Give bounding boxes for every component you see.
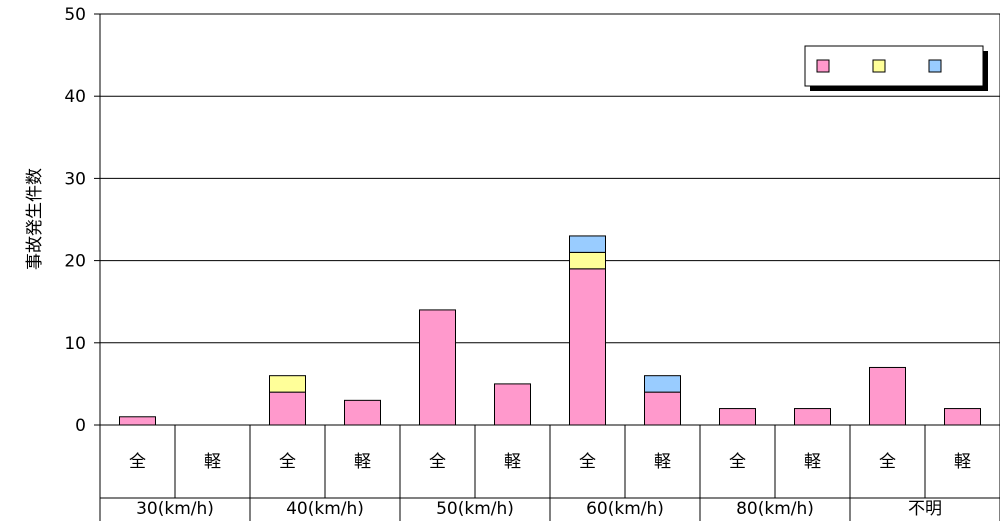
subcategory-label: 軽	[204, 452, 221, 472]
subcategory-label: 軽	[654, 452, 671, 472]
legend-swatch	[816, 59, 830, 73]
subcategory-label: 軽	[504, 452, 521, 472]
group-label: 80(km/h)	[736, 499, 814, 519]
bar-segment	[794, 408, 831, 426]
bar-segment	[569, 268, 606, 426]
bar-segment	[719, 408, 756, 426]
bar-segment	[869, 366, 906, 426]
bar-segment	[419, 309, 456, 426]
y-tick-label: 20	[64, 252, 86, 272]
bars	[119, 235, 981, 426]
group-label: 40(km/h)	[286, 499, 364, 519]
bar-segment	[644, 391, 681, 426]
gridlines	[100, 95, 1000, 344]
group-label: 30(km/h)	[136, 499, 214, 519]
y-tick-label: 40	[64, 87, 86, 107]
subcategory-label: 全	[279, 452, 296, 472]
group-label: 60(km/h)	[586, 499, 664, 519]
bar-segment	[269, 391, 306, 426]
group-label: 50(km/h)	[436, 499, 514, 519]
subcategory-label: 全	[129, 452, 146, 472]
legend-swatch	[872, 59, 886, 73]
subcategory-label: 全	[429, 452, 446, 472]
subcategory-label: 全	[729, 452, 746, 472]
y-axis-title: 事故発生件数	[25, 168, 45, 270]
bar-segment	[119, 416, 156, 426]
legend	[804, 45, 988, 91]
bar-segment	[944, 408, 981, 426]
y-tick-label: 10	[64, 334, 86, 354]
group-label: 不明	[908, 499, 942, 519]
bar-segment	[494, 383, 531, 426]
category-table: 全 軽 全 軽 全 軽 全 軽 全 軽 全 軽 30(km/h) 40(km/h) 50(km/h) 60(k…	[99, 425, 1000, 521]
y-axis-ticks: 0 10 20 30 40 50	[64, 5, 100, 436]
subcategory-label: 軽	[954, 452, 971, 472]
bar-segment	[644, 375, 681, 393]
bar-segment	[569, 235, 606, 253]
subcategory-label: 全	[579, 452, 596, 472]
subcategory-label: 軽	[804, 452, 821, 472]
y-tick-label: 0	[75, 416, 86, 436]
legend-box	[804, 45, 984, 87]
legend-swatch	[928, 59, 942, 73]
bar-segment	[269, 375, 306, 393]
bar-segment	[344, 399, 381, 426]
subcategory-label: 全	[879, 452, 896, 472]
bar-segment	[569, 251, 606, 270]
y-tick-label: 50	[64, 5, 86, 25]
subcategory-label: 軽	[354, 452, 371, 472]
y-tick-label: 30	[64, 169, 86, 189]
